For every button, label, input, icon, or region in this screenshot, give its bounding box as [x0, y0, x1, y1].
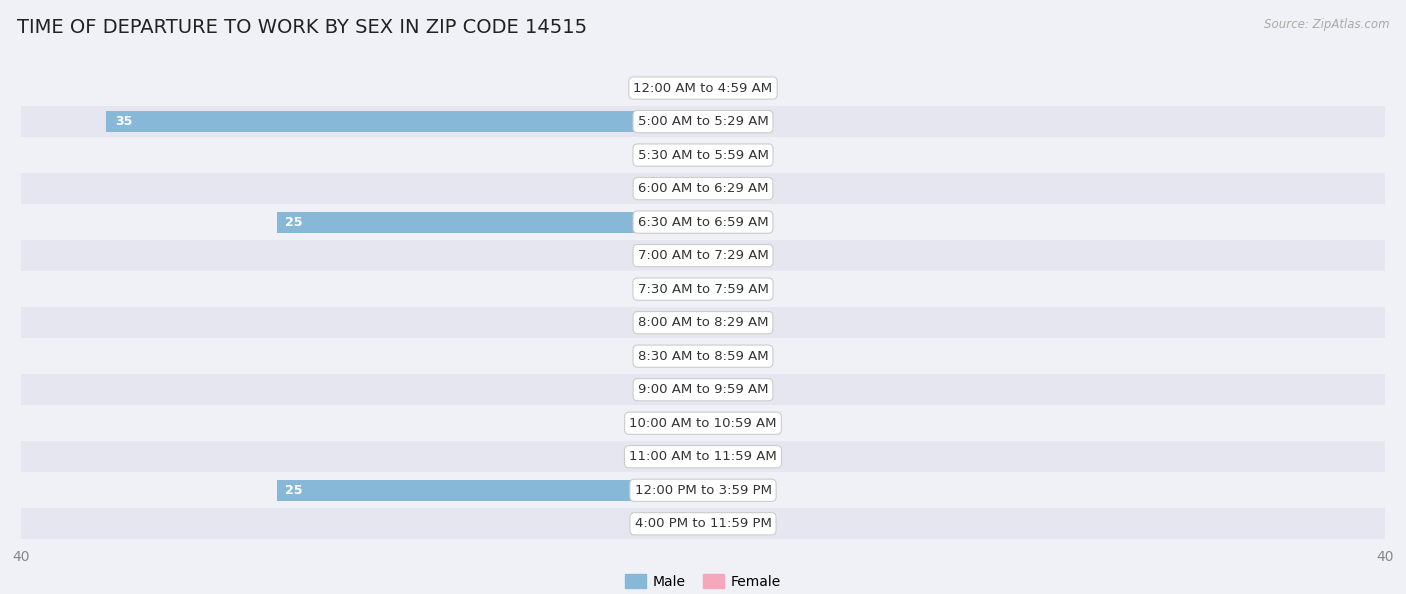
- Text: 12:00 AM to 4:59 AM: 12:00 AM to 4:59 AM: [634, 81, 772, 94]
- Text: 0: 0: [717, 484, 724, 497]
- Text: 0: 0: [717, 517, 724, 530]
- Text: 8:00 AM to 8:29 AM: 8:00 AM to 8:29 AM: [638, 316, 768, 329]
- Legend: Male, Female: Male, Female: [620, 568, 786, 594]
- Bar: [21, 173, 1385, 204]
- Text: 0: 0: [717, 148, 724, 162]
- Text: 0: 0: [717, 383, 724, 396]
- Text: 0: 0: [717, 81, 724, 94]
- Text: 0: 0: [717, 417, 724, 429]
- Text: 12:00 PM to 3:59 PM: 12:00 PM to 3:59 PM: [634, 484, 772, 497]
- Text: 0: 0: [717, 216, 724, 229]
- Text: 0: 0: [717, 115, 724, 128]
- Bar: [21, 374, 1385, 405]
- Bar: [277, 211, 703, 232]
- Text: 0: 0: [682, 316, 689, 329]
- Text: 7:30 AM to 7:59 AM: 7:30 AM to 7:59 AM: [637, 283, 769, 296]
- Text: 10:00 AM to 10:59 AM: 10:00 AM to 10:59 AM: [630, 417, 776, 429]
- Text: 6:00 AM to 6:29 AM: 6:00 AM to 6:29 AM: [638, 182, 768, 195]
- Bar: [21, 475, 1385, 505]
- Text: 0: 0: [682, 417, 689, 429]
- Text: 0: 0: [682, 350, 689, 363]
- Text: 0: 0: [682, 283, 689, 296]
- Text: 25: 25: [285, 484, 302, 497]
- Text: 0: 0: [717, 350, 724, 363]
- Text: 0: 0: [682, 148, 689, 162]
- Bar: [21, 240, 1385, 271]
- Text: 5:30 AM to 5:59 AM: 5:30 AM to 5:59 AM: [637, 148, 769, 162]
- Bar: [277, 480, 703, 501]
- Bar: [21, 307, 1385, 338]
- Bar: [107, 111, 703, 132]
- Text: 0: 0: [717, 249, 724, 262]
- Text: 0: 0: [717, 450, 724, 463]
- Bar: [21, 72, 1385, 103]
- Bar: [21, 508, 1385, 539]
- Text: 0: 0: [717, 283, 724, 296]
- Text: Source: ZipAtlas.com: Source: ZipAtlas.com: [1264, 18, 1389, 31]
- Text: 0: 0: [682, 517, 689, 530]
- Text: 6:30 AM to 6:59 AM: 6:30 AM to 6:59 AM: [638, 216, 768, 229]
- Text: 0: 0: [717, 182, 724, 195]
- Bar: [21, 106, 1385, 137]
- Text: 5:00 AM to 5:29 AM: 5:00 AM to 5:29 AM: [638, 115, 768, 128]
- Text: 35: 35: [115, 115, 132, 128]
- Text: 11:00 AM to 11:59 AM: 11:00 AM to 11:59 AM: [628, 450, 778, 463]
- Text: 0: 0: [682, 450, 689, 463]
- Text: 4:00 PM to 11:59 PM: 4:00 PM to 11:59 PM: [634, 517, 772, 530]
- Text: 7:00 AM to 7:29 AM: 7:00 AM to 7:29 AM: [638, 249, 768, 262]
- Bar: [21, 140, 1385, 170]
- Text: 25: 25: [285, 216, 302, 229]
- Text: 0: 0: [682, 383, 689, 396]
- Text: 0: 0: [682, 249, 689, 262]
- Text: 0: 0: [717, 316, 724, 329]
- Bar: [21, 274, 1385, 305]
- Text: TIME OF DEPARTURE TO WORK BY SEX IN ZIP CODE 14515: TIME OF DEPARTURE TO WORK BY SEX IN ZIP …: [17, 18, 586, 37]
- Bar: [21, 408, 1385, 438]
- Bar: [21, 441, 1385, 472]
- Text: 9:00 AM to 9:59 AM: 9:00 AM to 9:59 AM: [638, 383, 768, 396]
- Bar: [21, 341, 1385, 372]
- Text: 0: 0: [682, 81, 689, 94]
- Text: 8:30 AM to 8:59 AM: 8:30 AM to 8:59 AM: [638, 350, 768, 363]
- Bar: [21, 207, 1385, 238]
- Text: 0: 0: [682, 182, 689, 195]
